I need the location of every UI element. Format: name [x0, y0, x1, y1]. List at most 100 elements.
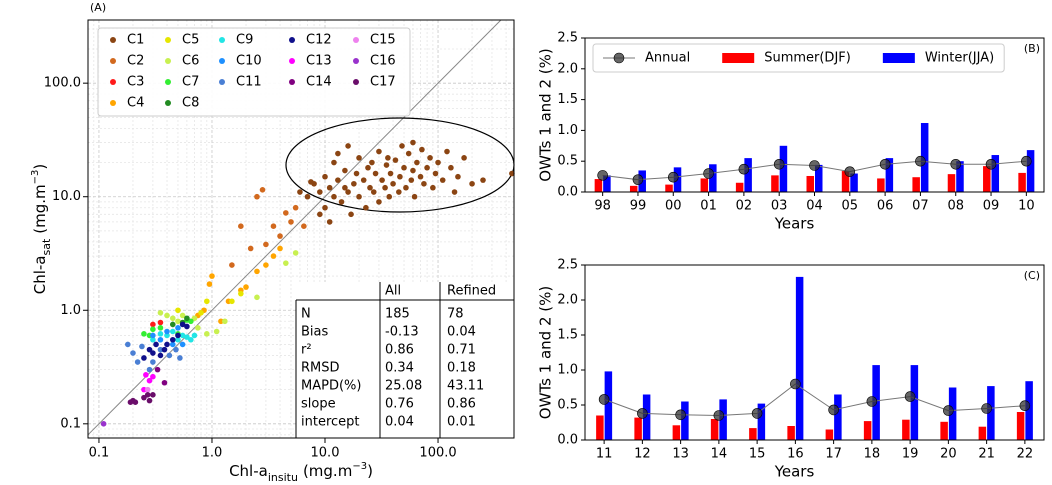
- data-point: [365, 164, 371, 171]
- data-point: [169, 315, 176, 322]
- x-tick-label: 06: [877, 199, 894, 214]
- table-row-label: MAPD(%): [301, 379, 361, 394]
- bar: [634, 417, 642, 440]
- data-point: [146, 377, 153, 384]
- label-subscript: insitu: [268, 471, 298, 484]
- legend-label: C5: [182, 33, 199, 48]
- data-point: [157, 309, 164, 316]
- data-point: [342, 167, 348, 174]
- y-tick-label: 10.0: [52, 189, 81, 204]
- legend-label: C11: [236, 75, 262, 90]
- x-tick-label: 00: [665, 199, 682, 214]
- table-row-label: slope: [301, 397, 336, 412]
- bar: [719, 399, 727, 440]
- label-superscript: −3: [30, 170, 41, 185]
- bar: [987, 386, 995, 440]
- data-point: [164, 341, 170, 348]
- axis-label: Chl-asat (mg.m−3): [30, 164, 53, 295]
- y-axis-label: OWTs 1 and 2 (%): [537, 48, 555, 181]
- legend-marker: [165, 79, 171, 85]
- y-tick-label: 1.0: [557, 363, 578, 378]
- table-row-label: Bias: [301, 325, 328, 340]
- data-point: [348, 211, 354, 218]
- data-point: [179, 312, 186, 319]
- data-point: [179, 321, 186, 328]
- data-point: [304, 193, 311, 200]
- line-marker: [828, 404, 839, 416]
- bar: [735, 182, 744, 192]
- data-point: [288, 219, 294, 225]
- table-row-label: N: [301, 307, 311, 322]
- data-point: [175, 318, 181, 325]
- label-end: ): [31, 164, 49, 170]
- data-point: [369, 159, 375, 166]
- data-point: [154, 366, 161, 373]
- bar: [779, 145, 788, 192]
- line-marker: [790, 378, 801, 390]
- line-marker: [597, 170, 608, 181]
- legend-marker: [353, 79, 359, 85]
- data-point: [157, 325, 164, 331]
- x-tick-label: 09: [983, 199, 1000, 214]
- data-point: [161, 379, 168, 386]
- bar: [1016, 412, 1025, 440]
- data-point: [164, 328, 170, 335]
- legend-label: C2: [127, 54, 144, 69]
- bar: [710, 419, 719, 440]
- legend-marker: [110, 100, 116, 106]
- x-tick-label: 12: [634, 447, 651, 462]
- data-point: [353, 170, 360, 177]
- table-box: [296, 282, 514, 438]
- data-point: [222, 318, 228, 325]
- data-point: [277, 233, 283, 239]
- data-point: [386, 193, 393, 200]
- bar: [910, 365, 919, 440]
- data-point: [376, 148, 382, 155]
- table-cell: 0.18: [447, 361, 476, 376]
- data-point: [150, 332, 156, 339]
- bar: [709, 164, 717, 192]
- data-point: [270, 253, 277, 259]
- table-cell: 78: [447, 307, 464, 322]
- legend-marker: [289, 79, 295, 85]
- data-point: [229, 262, 235, 268]
- bar: [642, 394, 651, 440]
- bar: [771, 175, 779, 192]
- line-marker: [879, 158, 891, 170]
- line-marker: [713, 410, 725, 421]
- legend-marker: [219, 79, 225, 85]
- line-marker: [773, 158, 785, 170]
- data-point: [424, 164, 430, 171]
- bar: [983, 166, 991, 192]
- x-tick-label: 17: [825, 447, 842, 462]
- data-point: [448, 164, 454, 171]
- bar: [885, 158, 894, 192]
- legend-label: C3: [127, 75, 144, 90]
- bar: [603, 175, 611, 192]
- data-point: [461, 155, 467, 161]
- data-point: [408, 177, 415, 183]
- data-point: [198, 309, 204, 316]
- y-tick-label: 0.0: [557, 433, 578, 448]
- legend-box: [97, 27, 411, 117]
- data-point: [166, 352, 173, 359]
- data-point: [188, 318, 194, 325]
- legend-marker: [353, 58, 359, 64]
- legend-label: C4: [127, 96, 144, 111]
- bar: [806, 175, 814, 192]
- data-point: [367, 184, 373, 191]
- table-cell: 0.04: [385, 415, 414, 430]
- data-point: [169, 328, 176, 335]
- y-tick-label: 1.5: [557, 92, 578, 107]
- data-point: [150, 321, 156, 328]
- data-point: [146, 397, 153, 404]
- data-point: [157, 352, 164, 359]
- label-superscript: −3: [352, 461, 367, 472]
- data-point: [435, 159, 441, 166]
- data-point: [270, 223, 277, 229]
- data-point: [175, 325, 181, 331]
- legend-label: C13: [306, 54, 332, 69]
- data-point: [204, 298, 210, 305]
- data-point: [356, 155, 362, 161]
- data-point: [169, 321, 176, 328]
